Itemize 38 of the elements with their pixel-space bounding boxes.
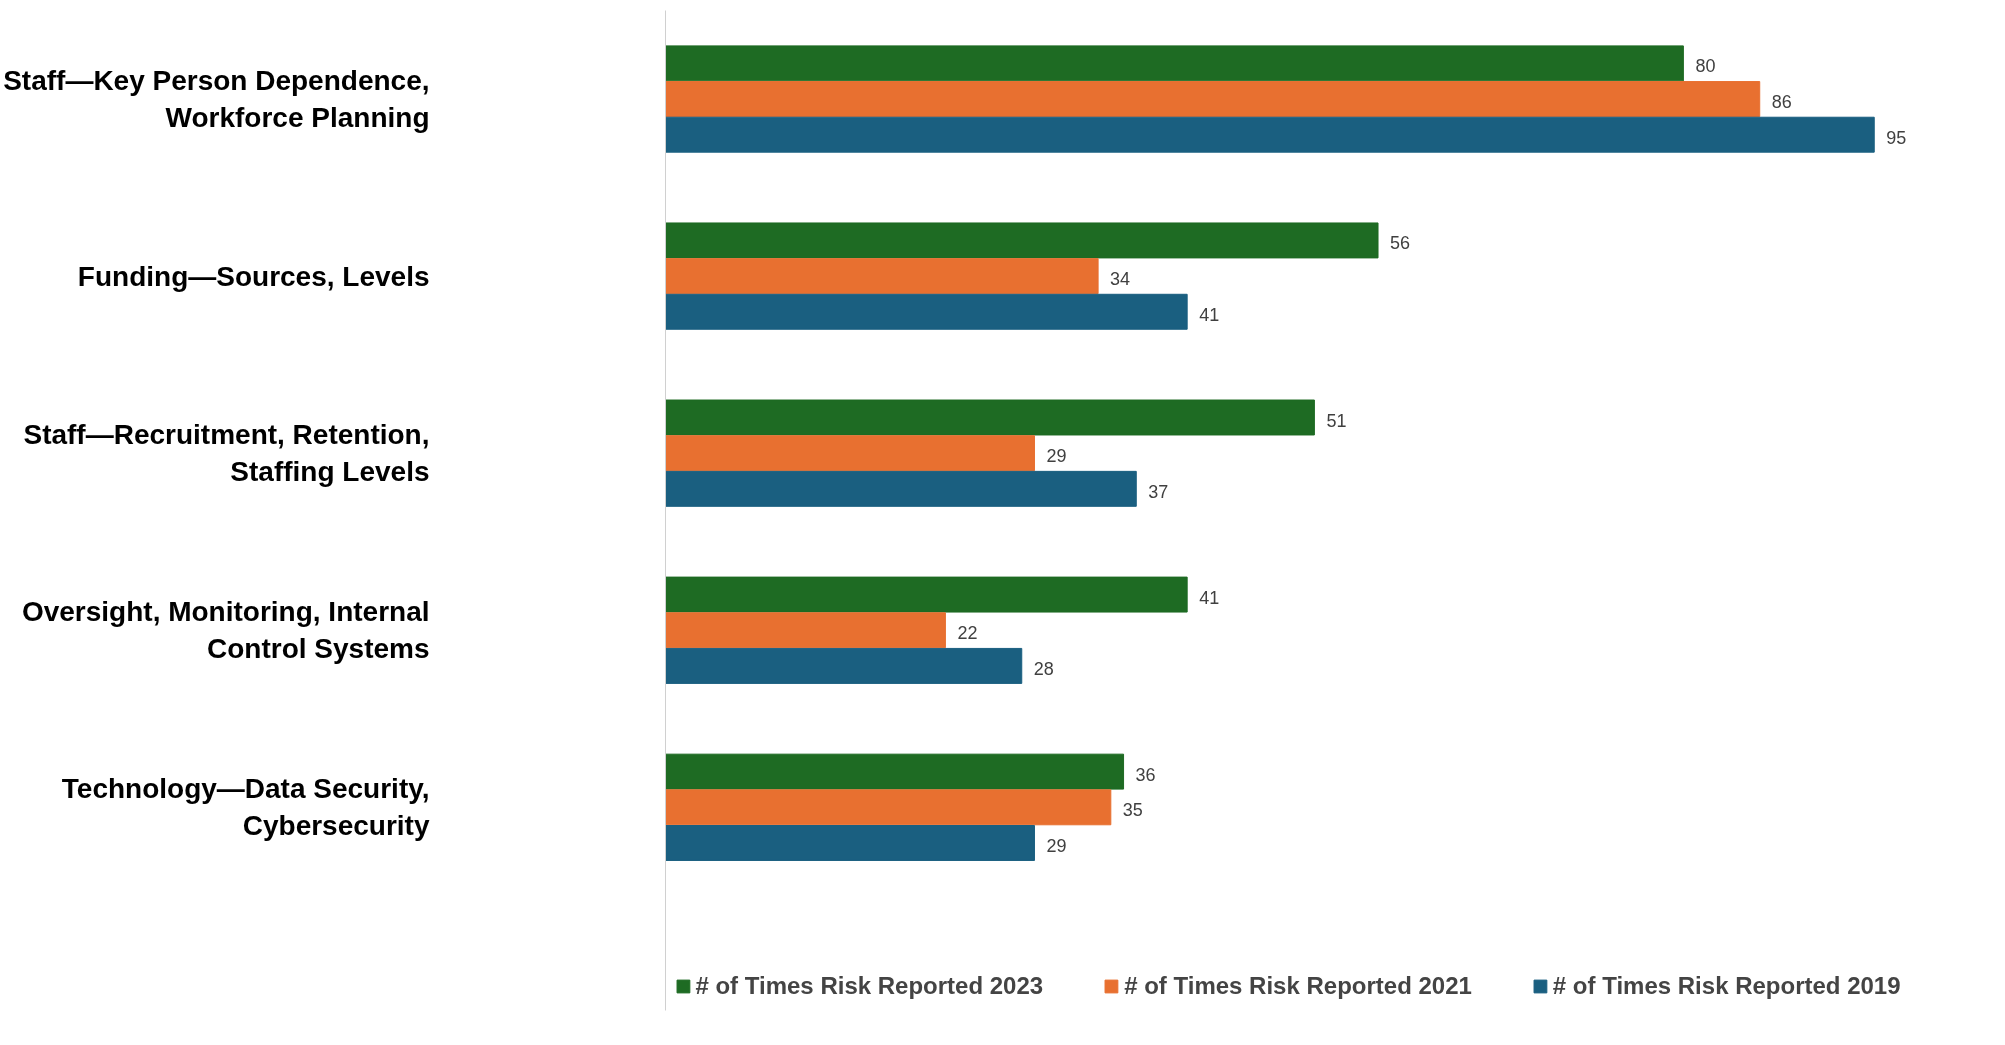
data-label: 41 xyxy=(1199,304,1220,325)
bar xyxy=(665,789,1112,826)
bar xyxy=(665,81,1761,118)
data-label: 80 xyxy=(1695,56,1716,77)
bar xyxy=(665,825,1035,861)
data-label: 35 xyxy=(1122,800,1143,821)
data-label: 41 xyxy=(1199,587,1220,608)
data-label: 29 xyxy=(1046,835,1067,856)
bar xyxy=(665,293,1188,330)
data-label: 34 xyxy=(1110,269,1131,290)
bar xyxy=(665,222,1379,259)
y-tick-label: Funding—Sources, Levels xyxy=(77,260,430,292)
bar xyxy=(665,116,1875,153)
y-tick-label: Technology—Data Security, Cybersecurity xyxy=(61,773,430,842)
bar xyxy=(665,258,1099,295)
data-label: 86 xyxy=(1771,92,1792,113)
data-label: 37 xyxy=(1148,481,1169,502)
y-tick-label: Oversight, Monitoring, Internal Control Systems xyxy=(21,596,430,665)
legend-label: # of Times Risk Reported 2021 xyxy=(1124,972,1472,1000)
bar xyxy=(665,753,1125,790)
bar xyxy=(665,647,1023,684)
bar xyxy=(665,576,1188,613)
bar xyxy=(665,435,1035,472)
y-tick-label: Staff—Recruitment, Retention, Staffing Levels xyxy=(23,419,430,488)
data-label: 28 xyxy=(1033,658,1054,679)
bar xyxy=(665,612,946,649)
legend-label: # of Times Risk Reported 2023 xyxy=(695,972,1044,1000)
data-label: 36 xyxy=(1135,764,1156,785)
data-label: 51 xyxy=(1326,410,1347,431)
bar xyxy=(665,470,1137,507)
data-label: 22 xyxy=(957,623,978,644)
data-label: 29 xyxy=(1046,446,1067,467)
y-tick-label: Staff—Key Person Dependence, Workforce Planning xyxy=(3,64,430,134)
data-label: 95 xyxy=(1886,127,1907,148)
legend-label: # of Times Risk Reported 2019 xyxy=(1552,972,1901,1000)
bar xyxy=(665,45,1684,82)
bar xyxy=(665,399,1315,436)
data-label: 56 xyxy=(1390,233,1411,254)
